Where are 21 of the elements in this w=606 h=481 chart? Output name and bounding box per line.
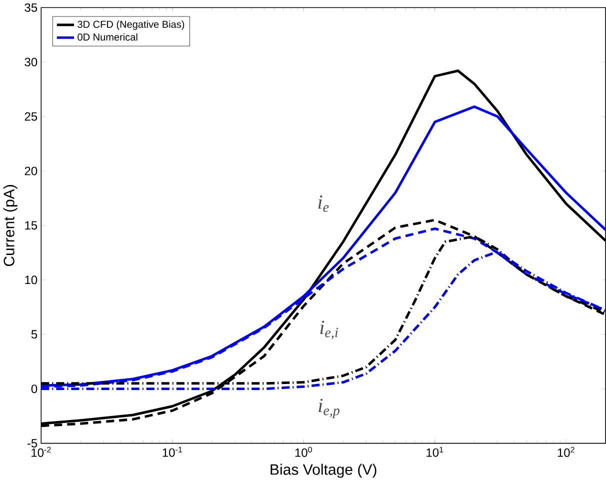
y-tick-label: -5 bbox=[27, 439, 38, 448]
annotation: i$_{e,i}$ bbox=[320, 320, 338, 340]
x-tick-label: 10$^{1}$ bbox=[426, 446, 444, 457]
legend-label: 3D CFD (Negative Bias) bbox=[78, 20, 184, 30]
y-tick-label: 10 bbox=[25, 276, 38, 284]
y-tick-label: 5 bbox=[31, 330, 38, 338]
annotation: i$_{e}$ bbox=[318, 195, 329, 212]
y-tick-label: 35 bbox=[24, 3, 38, 12]
x-tick-label: 10$^{0}$ bbox=[295, 446, 312, 457]
y-axis-title: Current (pA) bbox=[3, 184, 18, 266]
x-axis-title: Bias Voltage (V) bbox=[270, 464, 376, 478]
annotation: i$_{e,p}$ bbox=[318, 398, 340, 418]
y-tick-label: 20 bbox=[24, 166, 38, 176]
legend-label: 0D Numerical bbox=[78, 33, 138, 41]
y-tick-label: 30 bbox=[24, 58, 38, 66]
y-tick-label: 15 bbox=[25, 221, 38, 230]
x-tick-label: 10$^{-1}$ bbox=[162, 446, 182, 457]
x-tick-label: 10$^{2}$ bbox=[558, 446, 574, 457]
x-tick-label: 10$^{-2}$ bbox=[32, 446, 51, 457]
y-tick-label: 25 bbox=[24, 112, 38, 121]
y-tick-label: 0 bbox=[31, 384, 38, 394]
